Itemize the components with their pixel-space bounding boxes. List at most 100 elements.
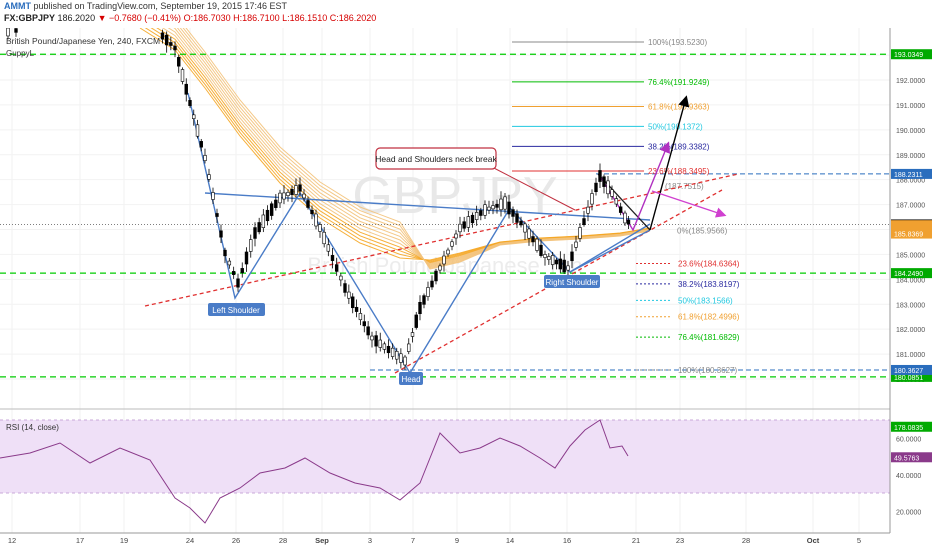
candle-body: [211, 192, 215, 200]
candle-body: [535, 238, 539, 251]
candle-body: [458, 223, 462, 233]
x-tick-label: Oct: [807, 536, 820, 545]
rsi-value-label: 49.5763: [894, 455, 919, 462]
candle-body: [586, 206, 590, 214]
x-tick-label: 28: [279, 536, 287, 545]
candle-body: [343, 283, 347, 293]
guppy-ma: [161, 28, 651, 265]
x-tick-label: 7: [411, 536, 415, 545]
y-tick-label: 189.0000: [896, 153, 925, 160]
candle-body: [407, 343, 411, 352]
fib-label: 38.2%(189.3382): [648, 142, 710, 151]
candle-body: [326, 244, 331, 252]
x-tick-label: 17: [76, 536, 84, 545]
candle-body: [483, 204, 487, 216]
quote-line: FX:GBPJPY 186.2020 ▼ −0.7680 (−0.41%) O:…: [4, 13, 376, 23]
candle-body: [354, 306, 359, 312]
candle-body: [531, 236, 535, 243]
candle-body: [386, 345, 391, 354]
candle-body: [554, 259, 559, 265]
candle-body: [192, 114, 196, 119]
candle-body: [442, 255, 446, 265]
time-axis[interactable]: 12 17 19 24 26 28 Sep 3 7 9 14 16 21 23 28 Oct 5: [0, 532, 890, 545]
guppy-ma: [139, 28, 651, 261]
rsi-tick-label: 60.0000: [896, 436, 921, 443]
candle-body: [466, 216, 471, 228]
rsi-tick-label: 20.0000: [896, 509, 921, 516]
fib-label: 50%(190.1372): [648, 122, 703, 131]
y-tick-label: 187.0000: [896, 203, 925, 210]
y-tick-label: 191.0000: [896, 103, 925, 110]
author-name[interactable]: AMMT: [4, 1, 31, 11]
symbol-name[interactable]: FX:GBPJPY: [4, 13, 56, 23]
candle-body: [410, 332, 415, 337]
price-tag-label: 193.0349: [894, 52, 923, 59]
chart-header: AMMT published on TradingView.com, Septe…: [0, 0, 932, 28]
left-shoulder-label: Left Shoulder: [212, 306, 260, 315]
candle-body: [550, 255, 555, 265]
left-shoulder-tag: [208, 303, 265, 316]
candle-body: [602, 176, 606, 187]
head-tag: [399, 372, 423, 385]
candle-body: [169, 42, 173, 46]
candle-body: [426, 287, 430, 297]
candle-body: [203, 155, 207, 161]
candle-body: [558, 258, 563, 270]
symbol-watermark: GBPJPY British Pound/Japanese Yen: [307, 167, 582, 278]
candle-body: [188, 100, 192, 106]
guppy-ma: [144, 28, 651, 262]
y-tick-label: 181.0000: [896, 352, 925, 359]
x-tick-label: 28: [742, 536, 750, 545]
price-axis[interactable]: 180.0000181.0000182.0000183.0000184.0000…: [889, 28, 932, 550]
candle-body: [519, 220, 523, 226]
candle-body: [302, 193, 306, 199]
candle-body: [594, 182, 598, 192]
candle-body: [180, 69, 185, 82]
right-shoulder-label: Right Shoulder: [546, 278, 599, 287]
fib-label: 50%(183.1566): [678, 296, 733, 305]
fib-label: 38.2%(183.8197): [678, 280, 740, 289]
price-tag-label: 178.0835: [894, 425, 923, 432]
x-tick-label: 21: [632, 536, 640, 545]
candle-body: [570, 251, 574, 262]
price-chart[interactable]: GBPJPY British Pound/Japanese Yen 100%(1…: [0, 28, 932, 550]
candle-body: [351, 296, 355, 309]
price-tag-label: 180.0851: [894, 375, 923, 382]
candle-body: [395, 351, 399, 360]
candle-body: [503, 196, 507, 210]
candle-body: [515, 213, 519, 223]
guppy-ma: [185, 28, 651, 270]
last-price: 186.2020: [57, 13, 96, 23]
x-tick-label: 26: [232, 536, 240, 545]
price-tag: 184.2490: [891, 268, 932, 279]
y-tick-label: 185.0000: [896, 252, 925, 259]
price-tag-label: 184.2490: [894, 271, 923, 278]
guppy-ma: [150, 28, 651, 263]
publish-info: published on TradingView.com, September …: [33, 1, 288, 11]
publish-line: AMMT published on TradingView.com, Septe…: [4, 1, 287, 11]
candle-body: [298, 184, 302, 192]
candle-body: [470, 214, 475, 224]
candle-body: [215, 213, 219, 217]
candle-body: [543, 254, 547, 258]
candle-body: [362, 321, 366, 327]
candle-body: [403, 356, 407, 366]
fib-label: 61.8%(182.4996): [678, 313, 740, 322]
candle-body: [294, 185, 298, 195]
candle-body: [523, 223, 527, 233]
x-tick-label: 23: [676, 536, 684, 545]
ohlc-values: O:186.7030 H:186.7100 L:186.1510 C:186.2…: [183, 13, 377, 23]
candle-body: [366, 326, 370, 336]
candle-body: [618, 206, 623, 213]
candle-body: [479, 210, 483, 216]
y-tick-label: 183.0000: [896, 302, 925, 309]
candle-body: [318, 224, 322, 232]
candle-body: [450, 241, 454, 247]
candle-body: [598, 170, 602, 182]
candle-body: [195, 124, 200, 137]
fib-label: 100%(193.5230): [648, 38, 707, 47]
candle-body: [382, 343, 387, 350]
candle-body: [414, 314, 418, 328]
candle-body: [491, 205, 495, 210]
candle-body: [314, 213, 318, 227]
